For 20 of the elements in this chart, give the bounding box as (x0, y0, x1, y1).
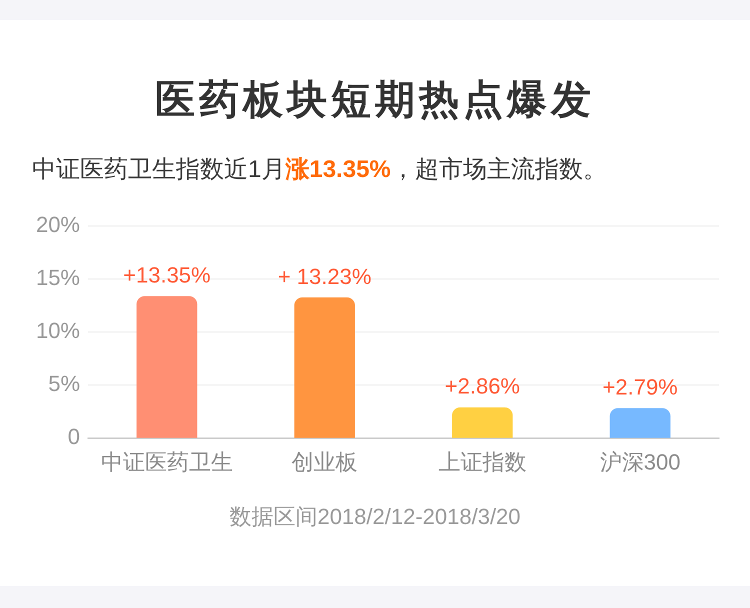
y-tick-label: 0 (68, 424, 80, 450)
data-label: +2.86% (444, 374, 520, 399)
data-label: +13.35% (123, 262, 211, 288)
y-tick-label: 20% (36, 212, 80, 238)
x-tick-label: 沪深300 (600, 449, 680, 474)
chart-subtitle: 中证医药卫生指数近1月涨13.35%，超市场主流指数。 (32, 156, 607, 183)
bar (452, 407, 513, 438)
bar (136, 296, 198, 438)
bar (610, 408, 670, 438)
chart-title: 医药板块短期热点爆发 (154, 77, 596, 124)
y-tick-label: 5% (48, 371, 80, 396)
x-tick-label: 中证医药卫生 (100, 449, 233, 474)
data-label: + 13.23% (278, 264, 372, 289)
y-tick-label: 10% (36, 318, 80, 344)
bar (294, 297, 355, 438)
x-tick-label: 上证指数 (438, 449, 526, 474)
data-label: +2.79% (602, 374, 678, 400)
x-tick-label: 创业板 (292, 449, 358, 474)
y-tick-label: 15% (36, 265, 80, 290)
text: 数据区间2018/2/12-2018/3/20 (228, 503, 522, 531)
